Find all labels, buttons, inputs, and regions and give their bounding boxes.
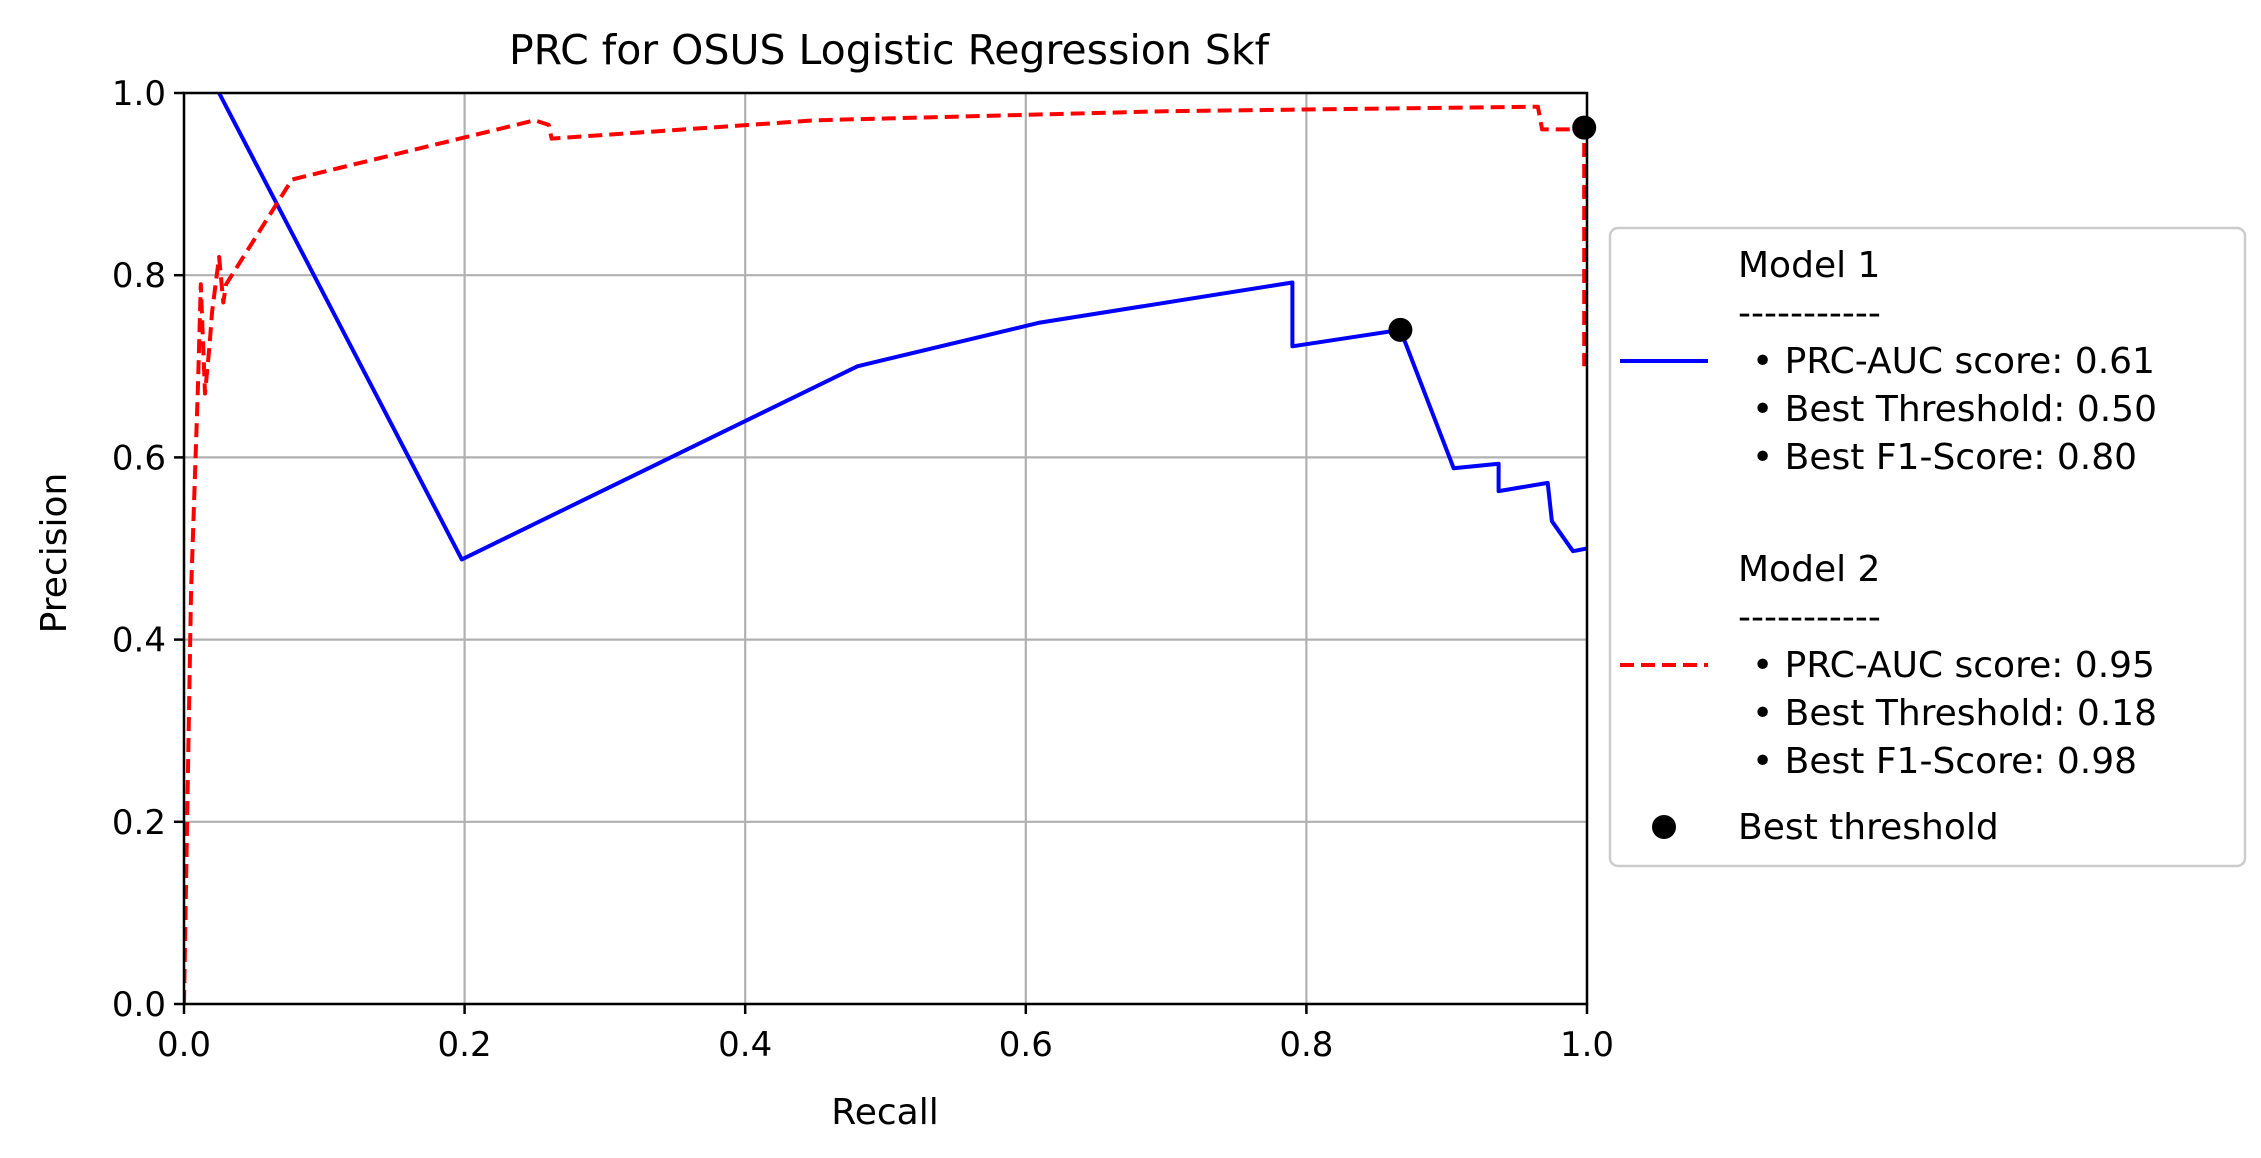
x-tick-label: 0.0 — [157, 1025, 211, 1065]
legend-text-model-1: ----------- — [1738, 293, 1881, 334]
grid-lines — [182, 91, 1589, 1006]
x-tick-label: 1.0 — [1560, 1025, 1614, 1065]
y-tick-label: 0.2 — [112, 803, 166, 843]
legend-text-model-1: Model 1 — [1738, 245, 1880, 286]
legend-box — [1608, 226, 2247, 868]
legend-text-model-1: • PRC-AUC score: 0.61 — [1752, 341, 2155, 382]
best-threshold-point-2 — [1572, 115, 1597, 140]
legend-text-model-1: • Best F1-Score: 0.80 — [1752, 437, 2137, 478]
chart-title: PRC for OSUS Logistic Regression Skf — [509, 26, 1271, 74]
legend-text-model-2: • Best Threshold: 0.18 — [1752, 693, 2157, 734]
legend-text-model-2: • PRC-AUC score: 0.95 — [1752, 645, 2155, 686]
legend: Model 1 ----------- • PRC-AUC score: 0.61 •… — [1608, 226, 2247, 868]
y-tick-label: 0.0 — [112, 985, 166, 1025]
plot-frame — [182, 91, 1589, 1006]
y-tick-label: 0.4 — [112, 621, 166, 661]
x-axis-ticks: 0.0 0.2 0.4 0.6 0.8 1.0 — [157, 1004, 1614, 1065]
x-tick-label: 0.6 — [999, 1025, 1053, 1065]
y-tick-label: 0.6 — [112, 438, 166, 478]
legend-swatch-best-threshold — [1652, 815, 1676, 839]
series-layer — [184, 92, 1587, 1005]
x-tick-label: 0.4 — [718, 1025, 772, 1065]
legend-text-model-1: • Best Threshold: 0.50 — [1752, 389, 2157, 430]
legend-text-model-2: • Best F1-Score: 0.98 — [1752, 741, 2137, 782]
legend-text-model-2: ----------- — [1738, 597, 1881, 638]
y-axis-label: Precision — [34, 473, 75, 634]
series-line-model-2 — [184, 104, 1587, 1005]
y-axis-ticks: 0.0 0.2 0.4 0.6 0.8 1.0 — [112, 74, 184, 1025]
x-tick-label: 0.2 — [438, 1025, 492, 1065]
y-tick-label: 1.0 — [112, 74, 166, 114]
legend-text-best-threshold: Best threshold — [1738, 807, 1999, 848]
best-threshold-point-1 — [1388, 317, 1413, 342]
best-threshold-points — [1388, 115, 1597, 342]
y-tick-label: 0.8 — [112, 256, 166, 296]
x-tick-label: 0.8 — [1279, 1025, 1333, 1065]
series-line-model-1 — [217, 92, 1587, 562]
x-axis-label: Recall — [831, 1092, 938, 1133]
legend-text-model-2: Model 2 — [1738, 549, 1880, 590]
